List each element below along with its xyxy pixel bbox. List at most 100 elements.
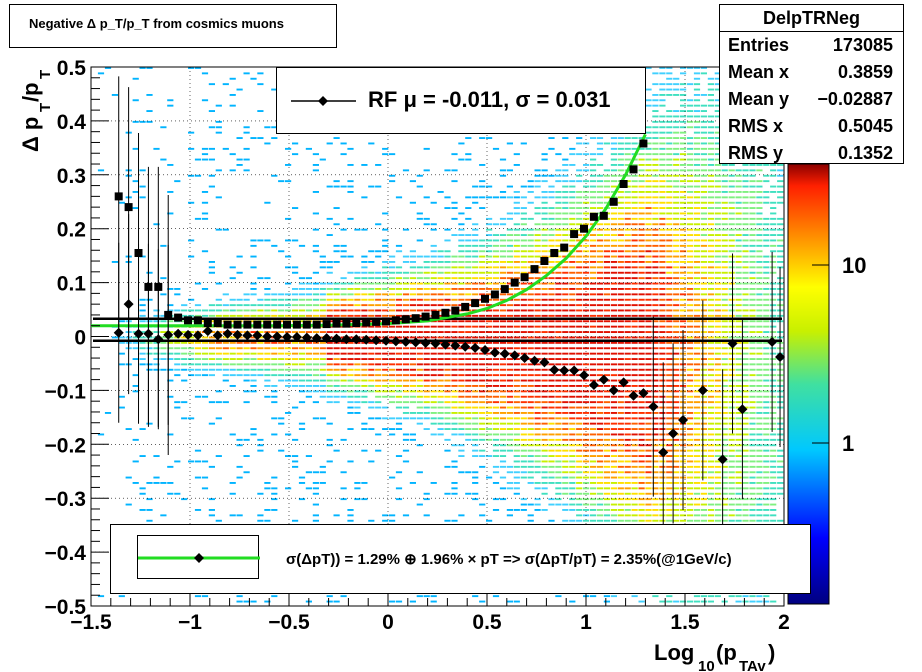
heatmap-cell xyxy=(687,164,694,166)
heatmap-cell xyxy=(430,325,437,328)
heatmap-cell xyxy=(139,352,146,355)
heatmap-cell xyxy=(638,255,645,258)
heatmap-cell xyxy=(229,298,236,301)
heatmap-cell xyxy=(333,309,340,312)
heatmap-cell xyxy=(673,395,680,398)
heatmap-cell xyxy=(423,336,430,339)
heatmap-cell xyxy=(264,293,271,296)
heatmap-cell xyxy=(728,250,735,253)
heatmap-cell xyxy=(437,282,444,285)
heatmap-cell xyxy=(652,158,659,161)
heatmap-cell xyxy=(700,509,707,511)
heatmap-cell xyxy=(735,201,742,204)
heatmap-cell xyxy=(700,325,707,328)
heatmap-cell xyxy=(236,347,243,350)
heatmap-cell xyxy=(596,465,604,468)
heatmap-cell xyxy=(472,228,479,231)
heatmap-cell xyxy=(347,352,354,355)
heatmap-cell xyxy=(576,223,583,226)
heatmap-cell xyxy=(693,174,701,177)
heatmap-cell xyxy=(451,401,458,404)
heatmap-cell xyxy=(659,460,666,463)
heatmap-cell xyxy=(430,228,437,231)
heatmap-cell xyxy=(576,417,583,420)
heatmap-cell xyxy=(659,142,666,145)
heatmap-cell xyxy=(631,331,638,333)
heatmap-cell xyxy=(735,412,742,414)
heatmap-cell xyxy=(409,325,416,328)
heatmap-cell xyxy=(541,471,548,474)
heatmap-cell xyxy=(298,422,306,425)
heatmap-cell xyxy=(236,314,243,317)
heatmap-cell xyxy=(513,320,520,323)
heatmap-cell xyxy=(707,99,714,102)
heatmap-cell xyxy=(617,261,624,263)
heatmap-cell xyxy=(146,509,153,511)
heatmap-cell xyxy=(368,309,375,312)
heatmap-cell xyxy=(430,277,437,280)
heatmap-cell xyxy=(479,261,486,263)
heatmap-cell xyxy=(132,147,139,150)
heatmap-cell xyxy=(312,293,319,296)
heatmap-cell xyxy=(347,368,354,371)
heatmap-cell xyxy=(603,449,610,452)
heatmap-cell xyxy=(693,465,701,468)
heatmap-cell xyxy=(638,239,645,242)
heatmap-cell xyxy=(714,492,721,495)
heatmap-cell xyxy=(215,401,222,404)
heatmap-cell xyxy=(624,503,631,506)
heatmap-cell xyxy=(292,153,299,156)
heatmap-cell xyxy=(541,174,548,177)
heatmap-cell xyxy=(624,465,631,468)
heatmap-cell xyxy=(624,201,631,204)
heatmap-cell xyxy=(527,336,534,339)
heatmap-cell xyxy=(458,471,465,474)
heatmap-cell xyxy=(610,471,617,474)
heatmap-cell xyxy=(409,277,416,280)
heatmap-cell xyxy=(492,395,500,398)
heatmap-cell xyxy=(430,406,437,409)
heatmap-cell xyxy=(693,282,701,285)
heatmap-cell xyxy=(368,142,375,145)
heatmap-cell xyxy=(583,352,590,355)
heatmap-cell xyxy=(285,147,292,150)
heatmap-cell xyxy=(652,519,659,522)
heatmap-cell xyxy=(312,374,319,377)
heatmap-cell xyxy=(340,487,347,490)
heatmap-cell xyxy=(583,201,590,204)
heatmap-cell xyxy=(687,201,694,204)
heatmap-cell xyxy=(506,244,513,247)
heatmap-cell xyxy=(354,304,361,307)
heatmap-cell xyxy=(499,191,507,193)
heatmap-cell xyxy=(292,309,299,312)
heatmap-cell xyxy=(382,293,389,296)
heatmap-cell xyxy=(389,331,396,333)
heatmap-cell xyxy=(312,250,319,253)
heatmap-cell xyxy=(631,325,638,328)
heatmap-cell xyxy=(375,271,382,274)
heatmap-cell xyxy=(534,406,541,409)
heatmap-cell xyxy=(444,358,451,360)
heatmap-cell xyxy=(444,320,451,323)
heatmap-cell xyxy=(562,266,569,269)
heatmap-cell xyxy=(395,368,403,371)
heatmap-cell xyxy=(673,498,680,501)
heatmap-cell xyxy=(652,196,659,199)
heatmap-cell xyxy=(735,196,742,199)
heatmap-cell xyxy=(707,94,714,96)
heatmap-cell xyxy=(721,320,728,323)
heatmap-cell xyxy=(576,331,583,333)
heatmap-cell xyxy=(555,471,562,474)
heatmap-cell xyxy=(499,309,507,312)
heatmap-cell xyxy=(693,255,701,258)
heatmap-cell xyxy=(451,422,458,425)
heatmap-cell xyxy=(382,277,389,280)
heatmap-cell xyxy=(555,433,562,436)
heatmap-cell xyxy=(389,341,396,344)
heatmap-cell xyxy=(174,460,181,463)
heatmap-cell xyxy=(707,185,714,188)
heatmap-cell xyxy=(721,314,728,317)
heatmap-cell xyxy=(659,438,666,441)
heatmap-cell xyxy=(229,277,236,280)
heatmap-cell xyxy=(666,304,673,307)
